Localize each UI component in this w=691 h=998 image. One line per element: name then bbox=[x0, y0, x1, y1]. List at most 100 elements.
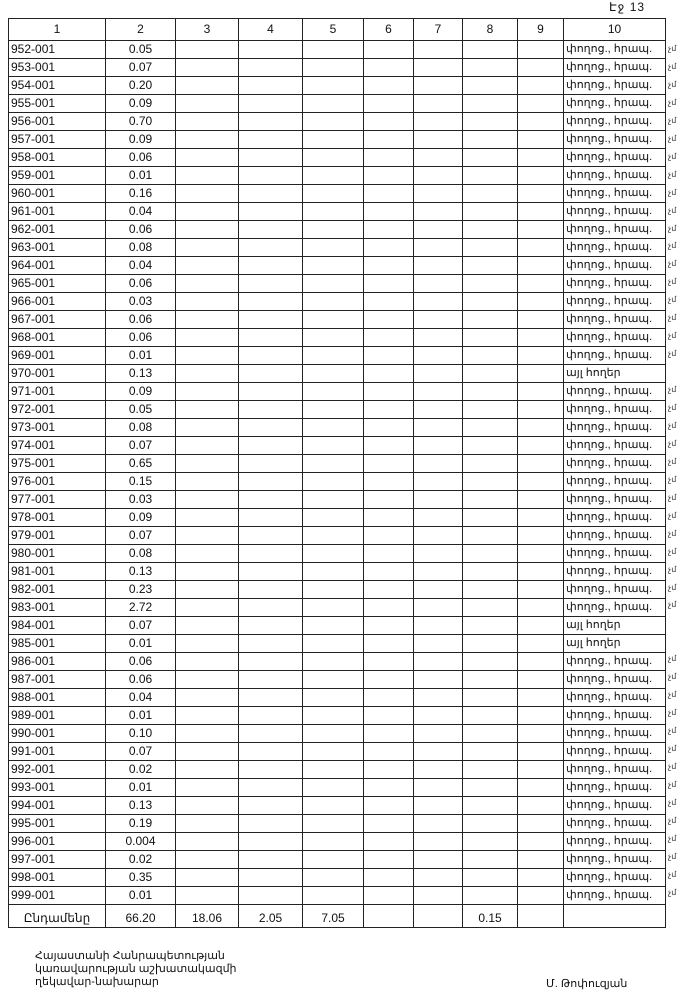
area-value: 0.07 bbox=[105, 616, 176, 635]
empty-cell bbox=[413, 328, 463, 347]
margin-mark: չմ bbox=[668, 510, 677, 520]
empty-cell bbox=[462, 670, 518, 689]
area-value: 2.72 bbox=[105, 598, 176, 617]
margin-mark: չմ bbox=[668, 690, 677, 700]
empty-cell bbox=[517, 256, 564, 275]
empty-cell bbox=[363, 670, 414, 689]
empty-cell bbox=[517, 508, 564, 527]
land-type: փողոց., հրապ. bbox=[563, 868, 666, 887]
table-row: 985-001 0.01 այլ հողեր bbox=[8, 634, 666, 653]
empty-cell bbox=[462, 310, 518, 329]
area-value: 0.06 bbox=[105, 652, 176, 671]
empty-cell bbox=[462, 292, 518, 311]
margin-mark: չմ bbox=[668, 474, 677, 484]
table-row: 954-001 0.20 փողոց., հրապ. bbox=[8, 76, 666, 95]
table-row: 981-001 0.13 փողոց., հրապ. bbox=[8, 562, 666, 581]
total-value bbox=[517, 904, 564, 928]
land-type: փողոց., հրապ. bbox=[563, 850, 666, 869]
empty-cell bbox=[413, 274, 463, 293]
empty-cell bbox=[302, 796, 364, 815]
area-value: 0.13 bbox=[105, 364, 176, 383]
area-value: 0.04 bbox=[105, 202, 176, 221]
plot-code: 964-001 bbox=[8, 256, 106, 275]
land-type: փողոց., հրապ. bbox=[563, 832, 666, 851]
table-row: 967-001 0.06 փողոց., հրապ. bbox=[8, 310, 666, 329]
empty-cell bbox=[238, 436, 303, 455]
empty-cell bbox=[238, 238, 303, 257]
plot-code: 975-001 bbox=[8, 454, 106, 473]
empty-cell bbox=[462, 580, 518, 599]
column-header: 10 bbox=[563, 18, 666, 41]
empty-cell bbox=[413, 850, 463, 869]
empty-cell bbox=[363, 688, 414, 707]
plot-code: 970-001 bbox=[8, 364, 106, 383]
empty-cell bbox=[302, 184, 364, 203]
plot-code: 993-001 bbox=[8, 778, 106, 797]
empty-cell bbox=[413, 724, 463, 743]
column-header: 8 bbox=[462, 18, 518, 41]
empty-cell bbox=[238, 76, 303, 95]
empty-cell bbox=[462, 490, 518, 509]
plot-code: 987-001 bbox=[8, 670, 106, 689]
plot-code: 971-001 bbox=[8, 382, 106, 401]
empty-cell bbox=[363, 742, 414, 761]
empty-cell bbox=[517, 886, 564, 905]
land-type: փողոց., հրապ. bbox=[563, 112, 666, 131]
land-type: փողոց., հրապ. bbox=[563, 220, 666, 239]
empty-cell bbox=[175, 310, 239, 329]
empty-cell bbox=[175, 544, 239, 563]
empty-cell bbox=[363, 58, 414, 77]
empty-cell bbox=[238, 778, 303, 797]
table-row: 990-001 0.10 փողոց., հրապ. bbox=[8, 724, 666, 743]
empty-cell bbox=[462, 364, 518, 383]
land-type: փողոց., հրապ. bbox=[563, 724, 666, 743]
plot-code: 992-001 bbox=[8, 760, 106, 779]
empty-cell bbox=[238, 346, 303, 365]
empty-cell bbox=[413, 526, 463, 545]
area-value: 0.06 bbox=[105, 274, 176, 293]
empty-cell bbox=[175, 400, 239, 419]
land-type: այլ հողեր bbox=[563, 364, 666, 383]
table-row: 964-001 0.04 փողոց., հրապ. bbox=[8, 256, 666, 275]
empty-cell bbox=[413, 868, 463, 887]
empty-cell bbox=[302, 382, 364, 401]
footer-line: կառավարության աշխատակազմի bbox=[35, 963, 237, 975]
empty-cell bbox=[462, 274, 518, 293]
land-type: փողոց., հրապ. bbox=[563, 418, 666, 437]
plot-code: 956-001 bbox=[8, 112, 106, 131]
empty-cell bbox=[517, 490, 564, 509]
empty-cell bbox=[517, 238, 564, 257]
empty-cell bbox=[238, 58, 303, 77]
land-type: փողոց., հրապ. bbox=[563, 688, 666, 707]
empty-cell bbox=[175, 454, 239, 473]
empty-cell bbox=[462, 112, 518, 131]
empty-cell bbox=[413, 436, 463, 455]
table-row: 956-001 0.70 փողոց., հրապ. bbox=[8, 112, 666, 131]
table-row: 986-001 0.06 փողոց., հրապ. bbox=[8, 652, 666, 671]
empty-cell bbox=[413, 184, 463, 203]
empty-cell bbox=[413, 778, 463, 797]
empty-cell bbox=[413, 742, 463, 761]
land-type: փողոց., հրապ. bbox=[563, 40, 666, 59]
empty-cell bbox=[517, 814, 564, 833]
empty-cell bbox=[238, 220, 303, 239]
margin-mark: չմ bbox=[668, 241, 677, 251]
margin-mark: չմ bbox=[668, 115, 677, 125]
empty-cell bbox=[462, 58, 518, 77]
empty-cell bbox=[238, 472, 303, 491]
land-type: փողոց., հրապ. bbox=[563, 580, 666, 599]
column-header: 7 bbox=[413, 18, 463, 41]
empty-cell bbox=[302, 472, 364, 491]
margin-mark: չմ bbox=[668, 403, 677, 412]
empty-cell bbox=[462, 454, 518, 473]
table-row: 972-001 0.05 փողոց., հրապ. bbox=[8, 400, 666, 419]
empty-cell bbox=[363, 76, 414, 95]
total-label: Ընդամենը bbox=[8, 904, 106, 928]
empty-cell bbox=[238, 166, 303, 185]
land-type: փողոց., հրապ. bbox=[563, 310, 666, 329]
plot-code: 959-001 bbox=[8, 166, 106, 185]
plot-code: 968-001 bbox=[8, 328, 106, 347]
empty-cell bbox=[462, 508, 518, 527]
plot-code: 985-001 bbox=[8, 634, 106, 653]
area-value: 0.01 bbox=[105, 166, 176, 185]
